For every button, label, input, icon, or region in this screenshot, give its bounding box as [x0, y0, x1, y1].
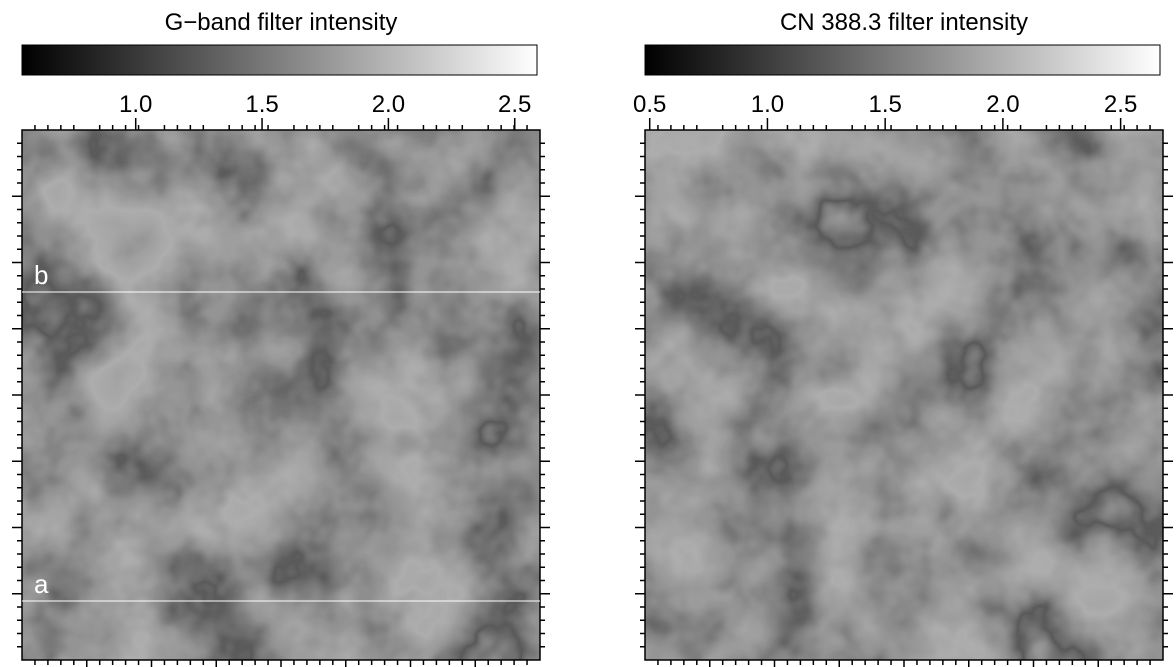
cut-label: a [34, 569, 49, 599]
colorbar-tick-label: 2.0 [986, 91, 1019, 118]
panel-title: CN 388.3 filter intensity [780, 9, 1028, 36]
intensity-image [22, 130, 540, 660]
colorbar-tick-label: 2.5 [498, 91, 531, 118]
colorbar-tick-label: 1.0 [751, 91, 784, 118]
colorbar-tick-label: 1.0 [119, 91, 152, 118]
colorbar-tick-label: 2.5 [1104, 91, 1137, 118]
colorbar [21, 44, 538, 76]
colorbar-tick-label: 2.0 [372, 91, 405, 118]
cut-label: b [34, 260, 48, 290]
intensity-image [645, 130, 1163, 660]
colorbar [644, 44, 1161, 76]
panel-title: G−band filter intensity [165, 9, 398, 36]
colorbar-tick-label: 1.5 [245, 91, 278, 118]
colorbar-tick-label: 0.5 [633, 91, 666, 118]
colorbar-tick-label: 1.5 [868, 91, 901, 118]
